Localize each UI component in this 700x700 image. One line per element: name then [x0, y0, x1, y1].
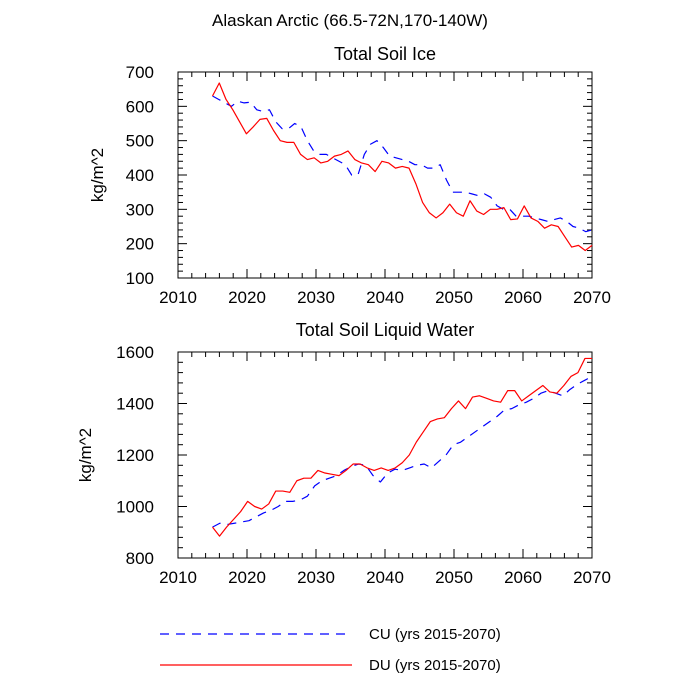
axis-ticks-soil-ice — [177, 71, 593, 279]
y-tick-label-soil-liquid-water: 1400 — [116, 395, 154, 414]
y-tick-label-soil-ice: 500 — [126, 132, 154, 151]
axis-ticks-soil-liquid-water — [177, 351, 593, 559]
x-tick-label-soil-liquid-water: 2040 — [366, 568, 404, 587]
x-tick-label-soil-ice: 2020 — [228, 288, 266, 307]
x-tick-label-soil-liquid-water: 2060 — [504, 568, 542, 587]
y-axis-label-soil-liquid-water: kg/m^2 — [76, 428, 95, 482]
x-tick-label-soil-liquid-water: 2020 — [228, 568, 266, 587]
y-tick-label-soil-ice: 100 — [126, 269, 154, 288]
x-tick-label-soil-ice: 2060 — [504, 288, 542, 307]
plot-frame-soil-ice — [177, 71, 593, 279]
series-group-soil-liquid-water — [212, 357, 593, 537]
y-tick-label-soil-liquid-water: 1600 — [116, 343, 154, 362]
x-tick-label-soil-liquid-water: 2050 — [435, 568, 473, 587]
legend-entry-du: DU (yrs 2015-2070) — [160, 657, 501, 674]
chart-panel-soil-liquid-water: Total Soil Liquid Water kg/m^2 2010 2020 2… — [76, 320, 611, 587]
x-tick-label-soil-ice: 2050 — [435, 288, 473, 307]
y-tick-label-soil-ice: 300 — [126, 200, 154, 219]
y-tick-label-soil-liquid-water: 800 — [126, 549, 154, 568]
chart-title-soil-liquid-water: Total Soil Liquid Water — [296, 320, 474, 340]
series-group-soil-ice — [211, 82, 593, 252]
series-line-du-soil-ice — [211, 82, 593, 252]
y-tick-label-soil-liquid-water: 1000 — [116, 498, 154, 517]
y-tick-label-soil-ice: 700 — [126, 63, 154, 82]
x-tick-label-soil-ice: 2030 — [297, 288, 335, 307]
chart-panel-soil-ice: Total Soil Ice kg/m^2 2010 2020 2030 2040 20… — [88, 44, 611, 307]
series-line-du-soil-liquid-water — [212, 357, 592, 537]
figure-title: Alaskan Arctic (66.5-72N,170-140W) — [212, 11, 488, 30]
axis-tick-labels-soil-ice: 2010 2020 2030 2040 2050 2060 2070 100 200 300 400… — [126, 63, 611, 307]
chart-title-soil-ice: Total Soil Ice — [334, 44, 436, 64]
x-tick-label-soil-ice: 2010 — [159, 288, 197, 307]
legend: CU (yrs 2015-2070) DU (yrs 2015-2070) — [160, 626, 501, 674]
series-line-cu-soil-liquid-water — [212, 375, 593, 528]
legend-label-du: DU (yrs 2015-2070) — [369, 657, 501, 674]
y-tick-label-soil-ice: 600 — [126, 97, 154, 116]
x-tick-label-soil-liquid-water: 2030 — [297, 568, 335, 587]
legend-entry-cu: CU (yrs 2015-2070) — [160, 626, 501, 643]
y-axis-label-soil-ice: kg/m^2 — [88, 148, 107, 202]
x-tick-label-soil-ice: 2040 — [366, 288, 404, 307]
axis-tick-labels-soil-liquid-water: 2010 2020 2030 2040 2050 2060 2070 800 1000 1200 1… — [116, 343, 611, 587]
y-tick-label-soil-liquid-water: 1200 — [116, 446, 154, 465]
plot-frame-soil-liquid-water — [177, 351, 593, 559]
x-tick-label-soil-liquid-water: 2070 — [573, 568, 611, 587]
x-tick-label-soil-liquid-water: 2010 — [159, 568, 197, 587]
legend-label-cu: CU (yrs 2015-2070) — [369, 626, 501, 643]
series-line-cu-soil-ice — [212, 95, 593, 233]
y-tick-label-soil-ice: 400 — [126, 166, 154, 185]
y-tick-label-soil-ice: 200 — [126, 235, 154, 254]
x-tick-label-soil-ice: 2070 — [573, 288, 611, 307]
